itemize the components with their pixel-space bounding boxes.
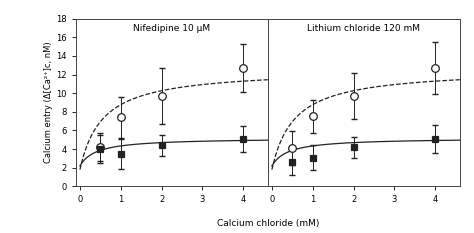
Text: Lithium chloride 120 mM: Lithium chloride 120 mM: [307, 24, 420, 33]
Y-axis label: Calcium entry (Δ[Ca²⁺]ᴄ, nM): Calcium entry (Δ[Ca²⁺]ᴄ, nM): [45, 42, 54, 163]
Text: Calcium chloride (mM): Calcium chloride (mM): [217, 219, 319, 228]
Text: Nifedipine 10 μM: Nifedipine 10 μM: [133, 24, 210, 33]
